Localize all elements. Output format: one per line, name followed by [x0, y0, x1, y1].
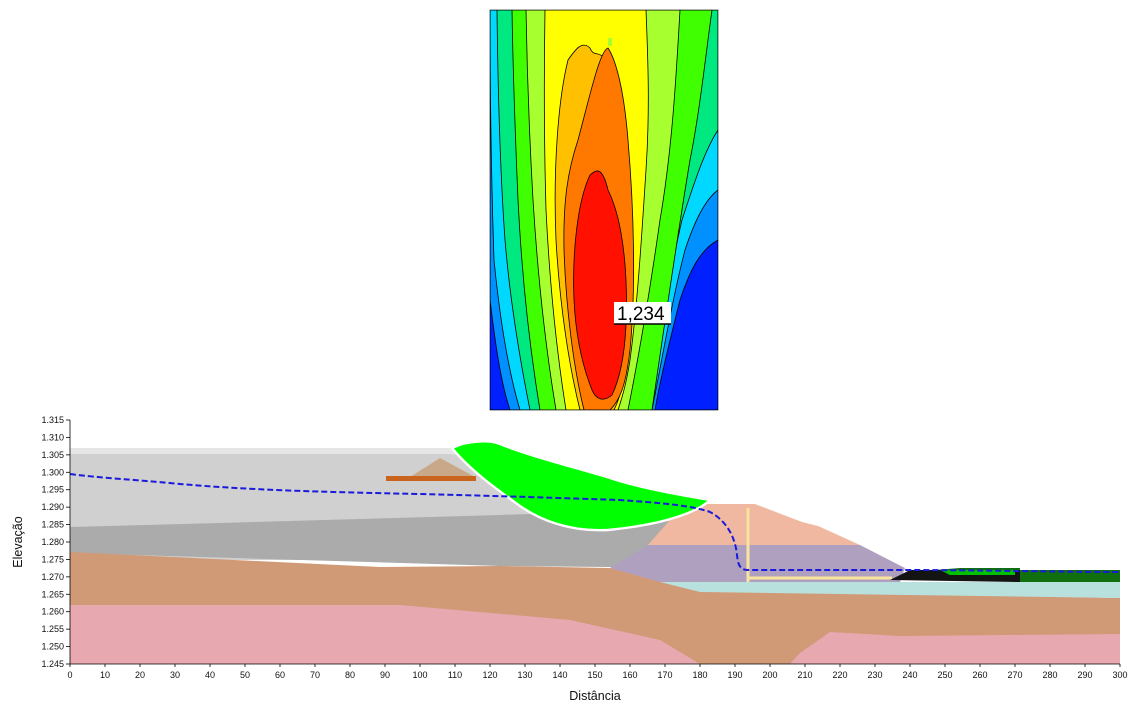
y-tick-label: 1.285 [41, 520, 64, 530]
y-tick-label: 1.270 [41, 572, 64, 582]
x-tick-label: 250 [937, 670, 952, 680]
x-tick-label: 70 [310, 670, 320, 680]
x-tick-label: 210 [797, 670, 812, 680]
peach-embankment [648, 504, 860, 545]
x-tick-label: 130 [517, 670, 532, 680]
cross-section: 1.245 1.250 1.255 1.260 1.265 1.270 1.275 1.280… [11, 415, 1128, 703]
y-tick-label: 1.275 [41, 554, 64, 564]
x-tick-label: 110 [448, 670, 462, 680]
y-tick-label: 1.245 [41, 659, 64, 669]
x-tick-label: 140 [552, 670, 567, 680]
contour-zone-10 [573, 170, 627, 400]
middle-gray-layer [70, 508, 700, 568]
x-tick-label: 260 [972, 670, 987, 680]
y-tick-label: 1.315 [41, 415, 64, 425]
y-tick-label: 1.260 [41, 607, 64, 617]
x-axis-title: Distância [569, 689, 620, 703]
x-tick-label: 190 [727, 670, 742, 680]
x-tick-label: 50 [240, 670, 250, 680]
pile-pad [410, 458, 475, 477]
fos-contour-plot: 1,234 [489, 9, 719, 411]
x-tick-label: 170 [657, 670, 672, 680]
x-tick-label: 200 [762, 670, 777, 680]
y-tick-label: 1.290 [41, 502, 64, 512]
x-tick-label: 300 [1112, 670, 1127, 680]
x-tick-label: 10 [100, 670, 110, 680]
x-tick-label: 0 [67, 670, 72, 680]
y-axis-title: Elevação [11, 516, 25, 567]
fos-label-box: 1,234 [614, 302, 671, 325]
x-tick-label: 30 [170, 670, 180, 680]
contour-notch [608, 38, 612, 46]
y-tick-label: 1.280 [41, 537, 64, 547]
y-tick-label: 1.300 [41, 467, 64, 477]
x-tick-label: 230 [867, 670, 882, 680]
y-tick-label: 1.250 [41, 642, 64, 652]
x-tick-label: 90 [380, 670, 390, 680]
toe-green-berm [935, 568, 1120, 582]
x-axis-ticks: 0 10 20 30 40 50 60 70 80 90 100 110 120 130 140 150 160… [67, 664, 1128, 680]
y-tick-label: 1.295 [41, 485, 64, 495]
x-tick-label: 290 [1077, 670, 1092, 680]
y-tick-label: 1.305 [41, 450, 64, 460]
y-tick-label: 1.255 [41, 624, 64, 634]
x-tick-label: 40 [205, 670, 215, 680]
cyan-drain-layer [660, 582, 1120, 598]
x-tick-label: 20 [135, 670, 145, 680]
x-tick-label: 280 [1042, 670, 1057, 680]
orange-berm-bar [386, 476, 476, 481]
y-tick-label: 1.265 [41, 589, 64, 599]
x-tick-label: 220 [832, 670, 847, 680]
x-tick-label: 270 [1007, 670, 1022, 680]
x-tick-label: 120 [482, 670, 497, 680]
purple-core-layer [610, 545, 905, 582]
y-axis-ticks: 1.245 1.250 1.255 1.260 1.265 1.270 1.275 1.280… [41, 415, 70, 669]
fos-value-label: 1,234 [617, 304, 665, 325]
slip-surface-mass [450, 440, 713, 532]
x-tick-label: 240 [902, 670, 917, 680]
x-tick-label: 150 [587, 670, 602, 680]
x-tick-label: 160 [622, 670, 637, 680]
y-tick-label: 1.310 [41, 432, 64, 442]
x-tick-label: 80 [345, 670, 355, 680]
phreatic-line [69, 473, 1121, 573]
x-tick-label: 60 [275, 670, 285, 680]
x-tick-label: 180 [692, 670, 707, 680]
tan-soil-layer [70, 552, 1120, 664]
x-tick-label: 100 [412, 670, 427, 680]
